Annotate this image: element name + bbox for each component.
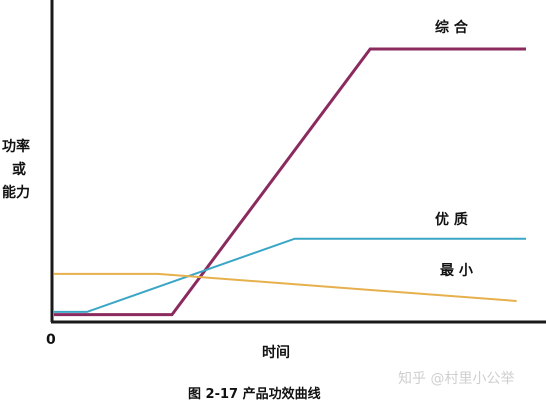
x-origin-label: 0 bbox=[46, 332, 56, 348]
figure-caption: 图 2-17 产品功效曲线 bbox=[188, 386, 321, 402]
series-line-quality bbox=[54, 237, 526, 313]
series-line-minimum bbox=[54, 272, 517, 302]
series-line-comprehensive bbox=[54, 47, 526, 317]
ylabel-line-3: 能力 bbox=[2, 184, 30, 201]
series-label-comprehensive: 综 合 bbox=[435, 19, 469, 36]
ylabel-line-1: 功率 bbox=[2, 138, 30, 155]
watermark-text: 知乎 @村里小公举 bbox=[398, 370, 514, 387]
series-label-quality: 优 质 bbox=[435, 211, 468, 228]
series-label-minimum: 最 小 bbox=[440, 262, 473, 279]
ylabel-line-2: 或 bbox=[12, 161, 26, 178]
x-axis-label: 时间 bbox=[262, 344, 290, 361]
